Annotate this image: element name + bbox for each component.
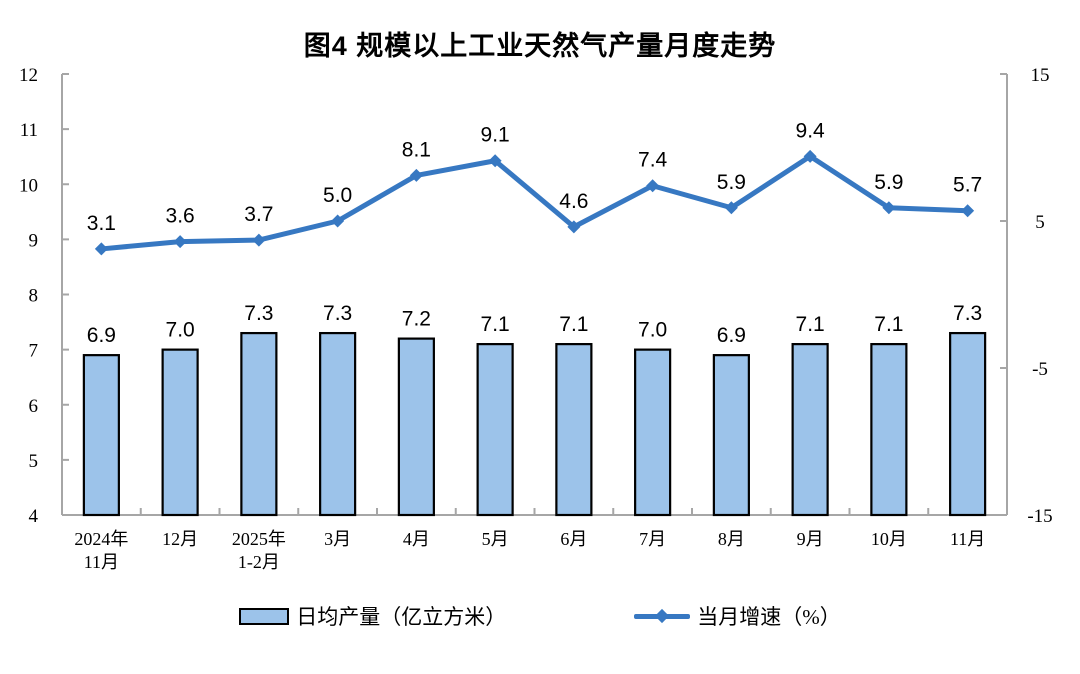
bar-data-label: 6.9 [717, 324, 746, 347]
x-category-label: 8月 [718, 529, 745, 549]
line-data-label: 9.4 [796, 119, 826, 142]
line-data-label: 7.4 [638, 149, 668, 172]
y-right-tick-label: -15 [1027, 506, 1052, 527]
x-category-label: 7月 [639, 529, 666, 549]
x-category-label: 2024年 [74, 529, 128, 549]
x-category-label: 4月 [403, 529, 430, 549]
bar [870, 343, 908, 517]
y-left-tick-label: 9 [29, 230, 39, 251]
x-category-label: 2025年 [232, 529, 286, 549]
legend-item-line-series: 当月增速（%） [634, 601, 841, 631]
line-data-label: 5.0 [323, 184, 352, 207]
line-data-label: 3.6 [166, 205, 195, 228]
x-category-label: 11月 [84, 552, 119, 572]
bar [319, 331, 357, 517]
x-category-label: 5月 [482, 529, 509, 549]
bar-data-label: 7.1 [559, 313, 588, 336]
x-category-label: 1-2月 [238, 552, 280, 572]
bar-data-label: 7.3 [953, 302, 982, 325]
line-data-label: 3.7 [244, 203, 273, 226]
bar-swatch-icon [239, 607, 290, 625]
line-marker [567, 220, 581, 234]
line-marker [961, 204, 975, 218]
bar-data-label: 7.1 [874, 313, 903, 336]
chart-legend: 日均产量（亿立方米） 当月增速（%） [0, 601, 1080, 631]
x-category-label: 10月 [871, 529, 907, 549]
line-marker [173, 235, 187, 249]
bar [82, 354, 120, 517]
bar [397, 337, 435, 517]
bar [161, 348, 199, 517]
bar [791, 343, 829, 517]
bar [240, 331, 278, 517]
x-category-label: 11月 [950, 529, 985, 549]
y-left-tick-label: 4 [29, 506, 39, 527]
x-category-label: 12月 [162, 529, 198, 549]
diamond-marker-icon [655, 608, 670, 624]
bar-data-label: 7.3 [244, 302, 273, 325]
bar [634, 348, 672, 517]
y-right-tick-label: 5 [1035, 212, 1045, 233]
bar-data-label: 6.9 [87, 324, 116, 347]
line-data-label: 9.1 [481, 124, 510, 147]
line-marker [331, 214, 345, 228]
y-left-tick-label: 6 [29, 396, 39, 417]
line-marker [252, 233, 266, 247]
line-data-label: 8.1 [402, 138, 431, 161]
x-category-label: 9月 [797, 529, 824, 549]
bar [555, 343, 593, 517]
y-right-tick-label: 15 [1031, 65, 1050, 86]
y-left-tick-label: 11 [20, 120, 38, 141]
x-category-label: 3月 [324, 529, 351, 549]
chart-title: 图4 规模以上工业天然气产量月度走势 [303, 31, 777, 61]
bar-data-label: 7.2 [402, 308, 431, 331]
line-data-label: 5.7 [953, 174, 982, 197]
bar-data-label: 7.0 [638, 319, 667, 342]
bar-data-label: 7.0 [166, 319, 195, 342]
line-marker [646, 179, 660, 193]
y-left-tick-label: 5 [29, 451, 39, 472]
bar-data-label: 7.1 [796, 313, 825, 336]
y-right-tick-label: -5 [1032, 359, 1048, 380]
line-data-label: 4.6 [559, 190, 588, 213]
bar [712, 354, 750, 517]
y-left-tick-label: 10 [19, 175, 38, 196]
line-marker [94, 242, 108, 256]
line-marker [882, 201, 896, 215]
line-data-label: 5.9 [717, 171, 746, 194]
y-left-tick-label: 7 [29, 341, 39, 362]
bar [476, 343, 514, 517]
line-data-label: 3.1 [87, 212, 116, 235]
legend-label-line: 当月增速（%） [697, 605, 841, 629]
growth-line [101, 153, 968, 252]
line-marker [488, 154, 502, 168]
legend-label-bar: 日均产量（亿立方米） [296, 605, 507, 629]
bar [949, 331, 987, 517]
line-marker [803, 149, 817, 163]
line-marker [724, 201, 738, 215]
bar-data-label: 7.3 [323, 302, 352, 325]
x-category-label: 6月 [560, 529, 587, 549]
line-data-label: 5.9 [874, 171, 903, 194]
line-swatch-icon [634, 608, 691, 624]
legend-item-bar-series: 日均产量（亿立方米） [239, 601, 506, 631]
line-marker [409, 168, 423, 182]
y-left-tick-label: 8 [29, 286, 39, 307]
y-left-tick-label: 12 [19, 65, 38, 86]
bar-data-label: 7.1 [481, 313, 510, 336]
